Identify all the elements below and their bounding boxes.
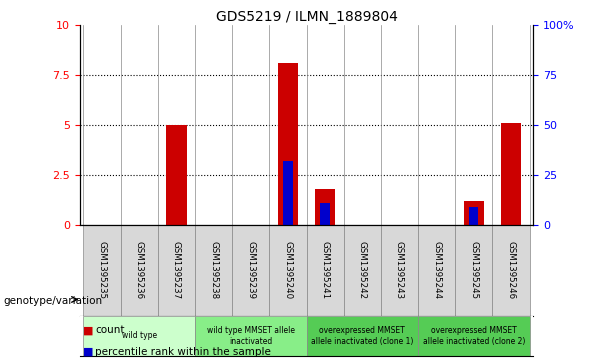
Text: GSM1395241: GSM1395241 — [321, 241, 330, 299]
Bar — [195, 225, 232, 316]
Text: GSM1395237: GSM1395237 — [172, 241, 181, 299]
Bar — [121, 225, 158, 316]
Bar — [418, 225, 455, 316]
Text: count: count — [95, 325, 124, 335]
Text: GSM1395240: GSM1395240 — [283, 241, 292, 299]
Text: overexpressed MMSET
allele inactivated (clone 1): overexpressed MMSET allele inactivated (… — [311, 326, 413, 346]
Bar — [195, 316, 306, 356]
Text: GSM1395239: GSM1395239 — [246, 241, 255, 299]
Bar — [418, 316, 530, 356]
Bar — [469, 207, 479, 225]
Bar — [158, 225, 195, 316]
Bar — [315, 189, 335, 225]
Text: GSM1395246: GSM1395246 — [506, 241, 516, 299]
Text: wild type MMSET allele
inactivated: wild type MMSET allele inactivated — [207, 326, 295, 346]
Bar — [278, 63, 298, 225]
Bar — [501, 123, 521, 225]
Bar — [83, 225, 121, 316]
Bar — [492, 225, 530, 316]
Text: GSM1395243: GSM1395243 — [395, 241, 404, 299]
Bar — [166, 125, 186, 225]
Bar — [83, 316, 195, 356]
Text: GSM1395244: GSM1395244 — [432, 241, 441, 299]
Bar — [306, 225, 344, 316]
Bar — [344, 225, 381, 316]
Bar — [306, 316, 418, 356]
Text: GSM1395236: GSM1395236 — [135, 241, 143, 299]
Text: GSM1395242: GSM1395242 — [358, 241, 367, 299]
Bar — [321, 203, 330, 225]
Text: overexpressed MMSET
allele inactivated (clone 2): overexpressed MMSET allele inactivated (… — [422, 326, 525, 346]
Text: ■: ■ — [83, 325, 93, 335]
Bar — [455, 225, 492, 316]
Bar — [381, 225, 418, 316]
Text: wild type: wild type — [121, 331, 157, 340]
Bar — [463, 201, 484, 225]
Text: genotype/variation: genotype/variation — [3, 296, 102, 306]
Text: ■: ■ — [83, 347, 93, 357]
Text: percentile rank within the sample: percentile rank within the sample — [95, 347, 271, 357]
Text: GSM1395245: GSM1395245 — [470, 241, 478, 299]
Bar — [283, 161, 292, 225]
Title: GDS5219 / ILMN_1889804: GDS5219 / ILMN_1889804 — [216, 11, 397, 24]
Bar — [269, 225, 306, 316]
Text: GSM1395235: GSM1395235 — [97, 241, 107, 299]
Bar — [232, 225, 269, 316]
Text: GSM1395238: GSM1395238 — [209, 241, 218, 299]
